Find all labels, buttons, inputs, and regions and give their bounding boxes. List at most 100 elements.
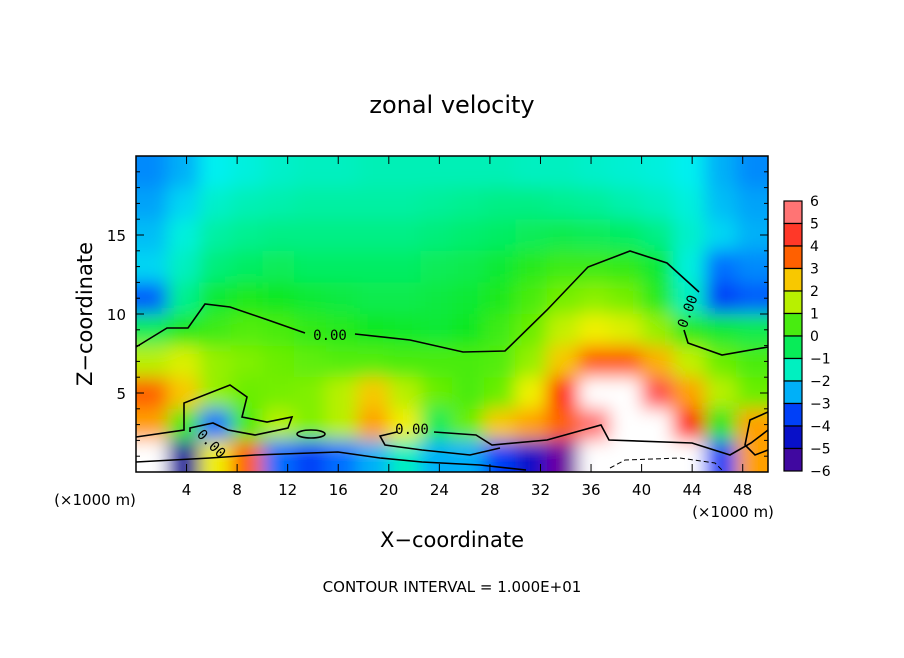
heatmap-cell [136,440,169,472]
heatmap-cell [452,314,485,347]
heatmap-cell [641,314,674,347]
heatmap-cell [262,187,295,220]
heatmap-cell [294,219,327,252]
heatmap-cell [230,250,263,283]
heatmap-cell [704,377,737,410]
heatmap-cell [452,408,485,441]
heatmap-cell [230,314,263,347]
heatmap-cell [420,250,453,283]
colorbar-label: 6 [810,194,819,210]
heatmap-cell [420,282,453,315]
heatmap-cell [325,219,358,252]
heatmap-cell [357,314,390,347]
heatmap-cell [515,440,548,472]
heatmap-cell [420,156,453,189]
heatmap-cell [736,440,768,472]
heatmap-cell [357,187,390,220]
heatmap-cell [357,156,390,189]
colorbar-label: −4 [810,419,831,435]
heatmap-cell [515,187,548,220]
contour-label: 0.00 [313,328,347,344]
colorbar: 6 5 4 3 2 1 0 −1 −2 −3 −4 −5 −6 [783,194,831,480]
heatmap-cell [294,282,327,315]
heatmap-cell [515,282,548,315]
heatmap-field [136,156,768,472]
x-tick-label: 20 [379,481,398,499]
colorbar-label: 2 [810,284,819,300]
heatmap-cell [167,282,200,315]
heatmap-cell [262,156,295,189]
heatmap-cell [452,440,485,472]
heatmap-cell [578,219,611,252]
colorbar-bin [783,380,803,405]
x-tick-label: 48 [733,481,752,499]
heatmap-cell [199,250,232,283]
heatmap-cell [641,408,674,441]
heatmap-cell [610,282,643,315]
heatmap-cell [704,250,737,283]
heatmap-cell [515,345,548,378]
heatmap-cell [578,187,611,220]
heatmap-cell [420,345,453,378]
heatmap-cell [199,377,232,410]
colorbar-label: 3 [810,262,819,278]
heatmap-cell [325,440,358,472]
x-tick-labels: 4 8 12 16 20 24 28 32 36 40 44 48 [182,481,752,499]
heatmap-cell [167,156,200,189]
heatmap-cell [610,377,643,410]
heatmap-cell [736,282,768,315]
contour-label: 0.00 [395,422,429,438]
heatmap-cell [610,156,643,189]
heatmap-cell [420,377,453,410]
heatmap-cell [610,250,643,283]
heatmap-cell [452,156,485,189]
heatmap-cell [167,440,200,472]
x-unit-left: (×1000 m) [54,491,136,509]
heatmap-cell [420,314,453,347]
heatmap-cell [704,408,737,441]
heatmap-cell [515,408,548,441]
heatmap-cell [388,250,421,283]
y-tick-label: 10 [107,306,126,324]
colorbar-bin [783,312,803,337]
heatmap-cell [230,408,263,441]
heatmap-cell [136,187,169,220]
heatmap-cell [325,345,358,378]
contour-zero-small-loop [296,429,326,439]
heatmap-cell [610,314,643,347]
heatmap-cell [546,250,579,283]
heatmap-cell [578,156,611,189]
colorbar-bin [783,402,803,427]
heatmap-cell [704,156,737,189]
heatmap-cell [483,377,516,410]
heatmap-cell [483,219,516,252]
colorbar-label: −2 [810,374,831,390]
heatmap-cell [546,377,579,410]
heatmap-cell [325,314,358,347]
heatmap-cell [641,345,674,378]
heatmap-cell [610,219,643,252]
heatmap-cell [578,250,611,283]
colorbar-label: 1 [810,307,819,323]
heatmap-cell [167,187,200,220]
axis-ticks [136,156,768,472]
x-tick-label: 44 [683,481,702,499]
y-tick-label: 15 [107,227,126,245]
heatmap-cell [483,408,516,441]
heatmap-cell [199,187,232,220]
heatmap-cell [262,377,295,410]
heatmap-cell [230,156,263,189]
heatmap-cell [641,440,674,472]
heatmap-cell [452,187,485,220]
heatmap-cell [262,345,295,378]
heatmap-cell [452,282,485,315]
heatmap-cell [388,219,421,252]
x-tick-label: 36 [581,481,600,499]
heatmap-cell [641,282,674,315]
x-unit-right: (×1000 m) [692,503,774,521]
contour-labels: 0.00 0.00 0.00 0.00 [193,293,701,462]
heatmap-cell [546,314,579,347]
heatmap-cell [736,250,768,283]
colorbar-bin [783,447,803,472]
heatmap-cell [704,187,737,220]
